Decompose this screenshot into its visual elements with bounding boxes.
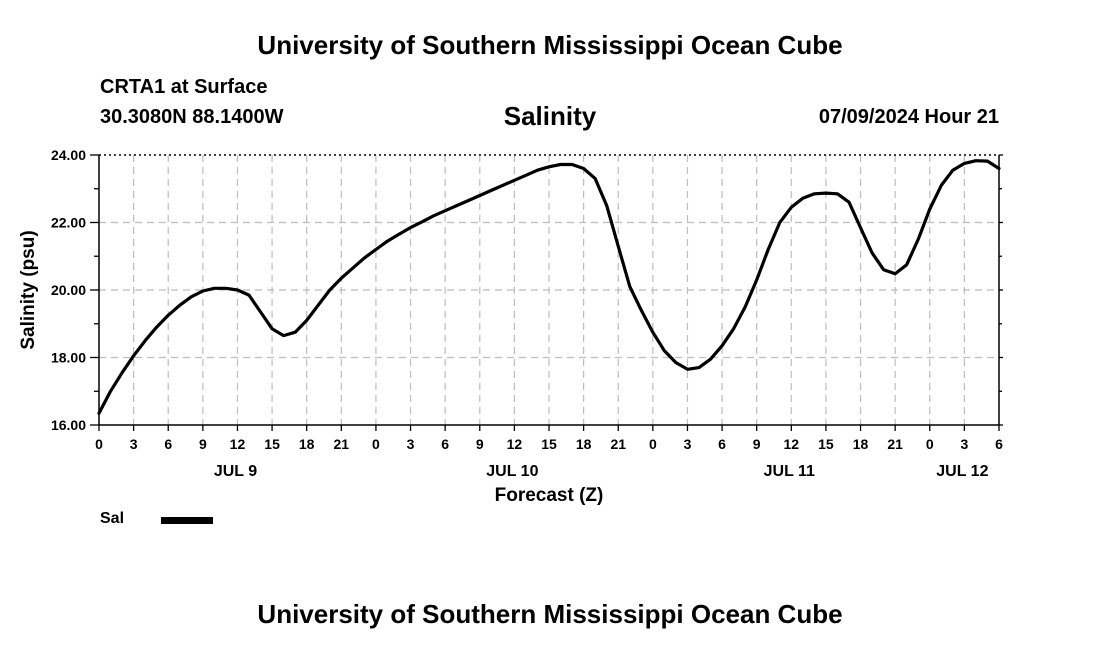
y-tick-label-0: 16.00 xyxy=(51,417,86,433)
forecast-datetime: 07/09/2024 Hour 21 xyxy=(818,106,999,128)
x-tick-label-16: 0 xyxy=(649,436,657,452)
y-tick-label-1: 18.00 xyxy=(51,350,86,366)
axis-labels: 16.00 18.00 20.00 22.00 24.00 0 3 6 9 12 15 18 21 0 3 6… xyxy=(18,147,1003,506)
x-tick-label-19: 9 xyxy=(753,436,761,452)
x-tick-label-11: 9 xyxy=(476,436,484,452)
legend-label-sal: Sal xyxy=(100,510,125,527)
page-title-bottom: University of Southern Mississippi Ocean… xyxy=(257,599,843,629)
x-tick-label-5: 15 xyxy=(264,436,280,452)
x-day-label-1: JUL 10 xyxy=(486,463,538,480)
station-label: CRTA1 at Surface xyxy=(100,76,268,98)
x-tick-label-25: 3 xyxy=(960,436,968,452)
chart-title: Salinity xyxy=(503,101,597,131)
x-tick-label-20: 12 xyxy=(784,436,800,452)
x-tick-label-8: 0 xyxy=(372,436,380,452)
x-day-label-2: JUL 11 xyxy=(764,463,815,480)
x-tick-label-15: 21 xyxy=(610,436,626,452)
x-tick-label-17: 3 xyxy=(684,436,692,452)
x-tick-label-0: 0 xyxy=(95,436,103,452)
grid xyxy=(99,154,999,425)
x-axis-title: Forecast (Z) xyxy=(495,485,604,506)
x-tick-label-3: 9 xyxy=(199,436,207,452)
series-line-sal xyxy=(97,159,1001,415)
x-tick-label-6: 18 xyxy=(299,436,315,452)
page-title-top: University of Southern Mississippi Ocean… xyxy=(257,30,843,60)
series-layer xyxy=(97,159,1001,415)
y-axis-title: Salinity (psu) xyxy=(18,230,39,349)
x-tick-label-21: 15 xyxy=(818,436,834,452)
y-tick-label-3: 22.00 xyxy=(51,215,86,231)
x-tick-label-13: 15 xyxy=(541,436,557,452)
legend-swatch-sal xyxy=(161,517,213,524)
x-tick-label-1: 3 xyxy=(130,436,138,452)
x-tick-label-10: 6 xyxy=(441,436,449,452)
x-tick-label-26: 6 xyxy=(995,436,1003,452)
y-tick-label-4: 24.00 xyxy=(51,147,86,163)
y-tick-label-2: 20.00 xyxy=(51,282,86,298)
x-day-label-3: JUL 12 xyxy=(936,463,988,480)
x-tick-label-23: 21 xyxy=(887,436,903,452)
x-tick-label-2: 6 xyxy=(164,436,172,452)
x-tick-label-9: 3 xyxy=(407,436,415,452)
x-tick-label-4: 12 xyxy=(230,436,246,452)
station-coordinates: 30.3080N 88.1400W xyxy=(100,106,284,128)
x-tick-label-14: 18 xyxy=(576,436,592,452)
x-tick-label-12: 12 xyxy=(507,436,523,452)
axes xyxy=(90,154,1003,431)
x-tick-label-24: 0 xyxy=(926,436,934,452)
x-tick-label-7: 21 xyxy=(334,436,350,452)
x-tick-label-18: 6 xyxy=(718,436,726,452)
x-tick-label-22: 18 xyxy=(853,436,869,452)
x-day-label-0: JUL 9 xyxy=(214,463,257,480)
